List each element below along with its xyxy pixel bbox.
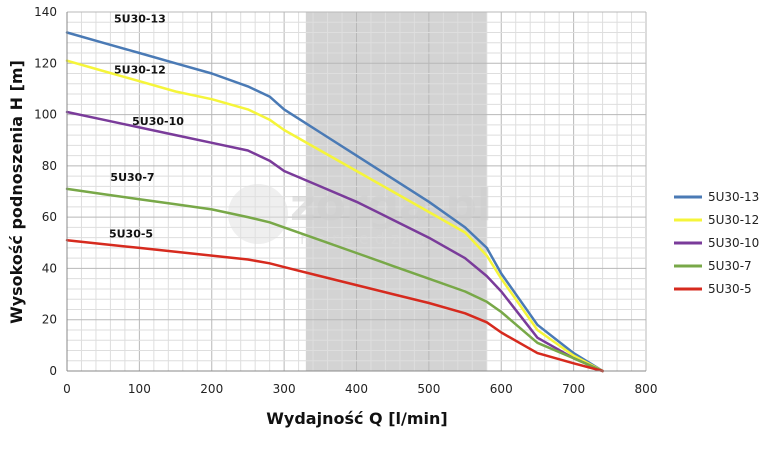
series-lines (65, 31, 604, 373)
y-tick-label: 100 (34, 108, 57, 122)
legend-label: 5U30-5 (708, 282, 752, 296)
watermark-logo-icon (228, 184, 288, 244)
y-tick-labels: 0 20 40 60 80 100 120 140 (34, 5, 57, 378)
series-line-5u30-12 (65, 59, 604, 373)
legend: 5U30-13 5U30-12 5U30-10 5U30-7 5U30-5 (674, 190, 759, 296)
x-tick-labels: 0 100 200 300 400 500 600 700 800 (63, 382, 657, 396)
x-axis-title: Wydajność Q [l/min] (266, 409, 447, 428)
curve-label: 5U30-10 (132, 115, 184, 128)
y-tick-label: 140 (34, 5, 57, 19)
y-tick-label: 20 (42, 313, 57, 327)
curve-label: 5U30-12 (114, 64, 166, 77)
y-tick-label: 120 (34, 56, 57, 70)
legend-label: 5U30-12 (708, 213, 759, 227)
y-tick-label: 0 (49, 364, 57, 378)
x-tick-label: 100 (128, 382, 151, 396)
curve-label: 5U30-13 (114, 12, 166, 25)
x-tick-label: 500 (417, 382, 440, 396)
curve-label: 5U30-5 (109, 228, 153, 241)
curve-labels: 5U30-13 5U30-12 5U30-10 5U30-7 5U30-5 (109, 12, 184, 240)
x-tick-label: 200 (200, 382, 223, 396)
x-tick-label: 600 (490, 382, 513, 396)
y-tick-label: 40 (42, 261, 57, 275)
legend-label: 5U30-10 (708, 236, 759, 250)
series-line-5u30-10 (65, 110, 604, 373)
axes (66, 12, 646, 372)
x-tick-label: 800 (635, 382, 658, 396)
y-tick-label: 60 (42, 210, 57, 224)
series-line-5u30-7 (65, 187, 604, 373)
x-tick-label: 700 (562, 382, 585, 396)
series-line-5u30-13 (65, 31, 604, 373)
x-tick-label: 400 (345, 382, 368, 396)
curve-label: 5U30-7 (110, 171, 154, 184)
y-tick-label: 80 (42, 159, 57, 173)
legend-label: 5U30-13 (708, 190, 759, 204)
legend-label: 5U30-7 (708, 259, 752, 273)
x-tick-label: 300 (273, 382, 296, 396)
series-line-5u30-5 (65, 238, 604, 373)
y-axis-title: Wysokość podnoszenia H [m] (7, 60, 26, 324)
watermark-subtext: narzedzia (300, 229, 432, 248)
x-tick-label: 0 (63, 382, 71, 396)
